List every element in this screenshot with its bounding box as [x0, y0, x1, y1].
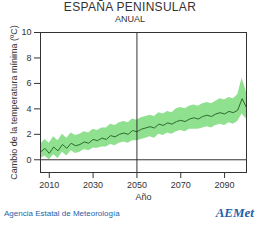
svg-text:2070: 2070 — [171, 180, 191, 190]
svg-text:2030: 2030 — [83, 180, 103, 190]
html-text:AEMet: AEMet — [215, 205, 254, 220]
svg-text:0: 0 — [26, 155, 31, 165]
html-text:ESPAÑA PENINSULAR: ESPAÑA PENINSULAR — [63, 0, 197, 14]
svg-text:Año: Año — [135, 192, 151, 202]
svg-text:2090: 2090 — [215, 180, 235, 190]
svg-text:4: 4 — [26, 104, 31, 114]
svg-text:10: 10 — [21, 27, 31, 37]
html-text:ANUAL: ANUAL — [115, 14, 145, 24]
svg-text:2010: 2010 — [39, 180, 59, 190]
svg-text:6: 6 — [26, 78, 31, 88]
svg-text:8: 8 — [26, 53, 31, 63]
html-text:Agencia Estatal de Meteorologí: Agencia Estatal de Meteorología — [4, 208, 120, 218]
svg-text:2050: 2050 — [127, 180, 147, 190]
svg-text:Cambio de la temperatura mínim: Cambio de la temperatura mínima (ºC) — [9, 25, 19, 179]
svg-text:2: 2 — [26, 129, 31, 139]
